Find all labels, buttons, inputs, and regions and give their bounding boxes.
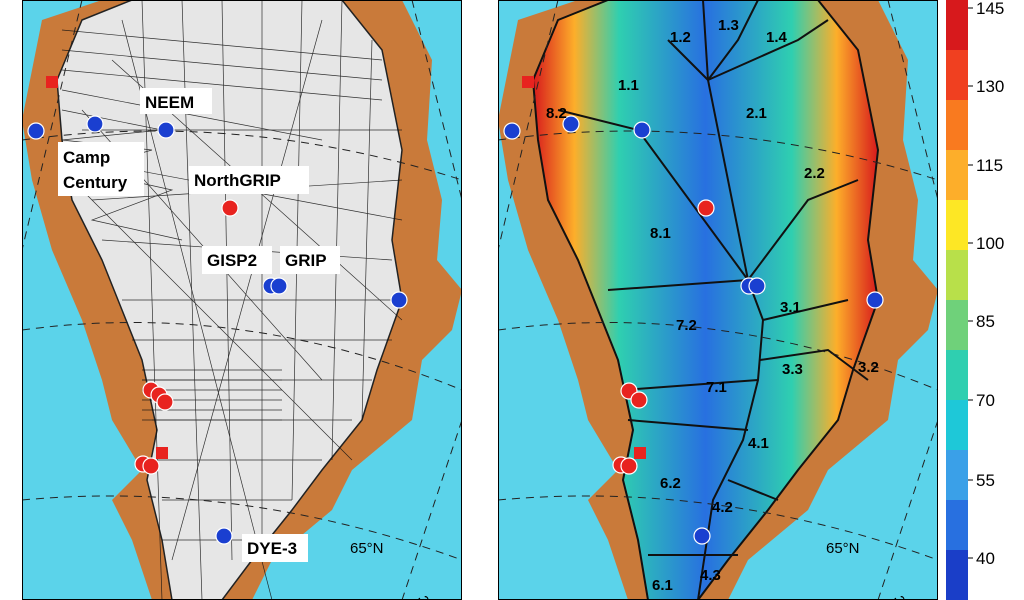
- site-northgrip: [697, 199, 715, 217]
- latitude-label: 65°N: [350, 540, 384, 557]
- colorbar-block: [946, 350, 968, 401]
- site-square-south: [156, 447, 168, 459]
- site-markers: [27, 76, 408, 545]
- colorbar-block: [946, 100, 968, 151]
- site-blue-1: [503, 122, 521, 140]
- site-dye3: [215, 527, 233, 545]
- site-northgrip: [221, 199, 239, 217]
- northgrip-label: NorthGRIP: [194, 171, 281, 190]
- colorbar-tick-label: 100: [976, 234, 1004, 253]
- region-4-1: 4.1: [748, 435, 769, 452]
- colorbar-blocks: [946, 0, 968, 600]
- colorbar-block: [946, 500, 968, 551]
- region-3-1: 3.1: [780, 299, 801, 316]
- site-neem: [633, 121, 651, 139]
- region-1-4: 1.4: [766, 29, 788, 46]
- dye3-label-bg: [242, 534, 308, 562]
- longitude-label: 30: [889, 594, 911, 600]
- region-6-1: 6.1: [652, 577, 673, 594]
- site-red-3: [156, 393, 174, 411]
- colorbar-block: [946, 200, 968, 251]
- region-4-2: 4.2: [712, 499, 733, 516]
- colorbar-tick-label: 145: [976, 0, 1004, 18]
- colorbar-tick-label: 55: [976, 471, 995, 490]
- region-7-1: 7.1: [706, 379, 727, 396]
- ice-velocity-field: [531, 0, 880, 600]
- colorbar-ticks: 145 130 115 100 85 70 55 40: [968, 0, 1004, 568]
- neem-label-bg: [140, 88, 212, 114]
- neem-label: NEEM: [145, 93, 194, 112]
- latitude-label: 65°N: [826, 540, 860, 557]
- camp-century-label-1: Camp: [63, 148, 110, 167]
- grip-label: GRIP: [285, 251, 327, 270]
- grip-label-bg: [280, 246, 340, 274]
- site-east: [866, 291, 884, 309]
- region-3-3: 3.3: [782, 361, 803, 378]
- site-square-north: [46, 76, 58, 88]
- colorbar-tick-label: 85: [976, 312, 995, 331]
- site-camp-century: [86, 115, 104, 133]
- right-map-panel: 1.1 1.2 1.3 1.4 2.1 2.2 3.1 3.2 3.3 4.1 …: [498, 0, 938, 600]
- colorbar-block: [946, 450, 968, 501]
- colorbar-block: [946, 400, 968, 451]
- site-red-2: [630, 391, 648, 409]
- site-grip: [270, 277, 288, 295]
- left-map-svg: NEEM Camp Century NorthGRIP GISP2 GRIP D…: [22, 0, 462, 600]
- colorbar-tick-label: 115: [976, 156, 1003, 175]
- region-2-1: 2.1: [746, 105, 767, 122]
- northgrip-label-bg: [189, 166, 309, 194]
- gisp2-label: GISP2: [207, 251, 257, 270]
- colorbar-block: [946, 0, 968, 51]
- site-red-4: [620, 457, 638, 475]
- site-markers: [503, 76, 884, 545]
- colorbar-block: [946, 300, 968, 351]
- longitude-label: 30: [413, 594, 435, 600]
- drainage-divides: [557, 0, 869, 600]
- colorbar-block: [946, 250, 968, 301]
- region-2-2: 2.2: [804, 165, 825, 182]
- region-1-3: 1.3: [718, 17, 739, 34]
- colorbar-tick-label: 70: [976, 391, 995, 410]
- colorbar-block: [946, 550, 968, 600]
- right-map-svg: 1.1 1.2 1.3 1.4 2.1 2.2 3.1 3.2 3.3 4.1 …: [498, 0, 938, 600]
- graticule: [498, 0, 938, 600]
- camp-century-label-bg: [58, 142, 144, 196]
- site-dye3: [693, 527, 711, 545]
- left-map-panel: NEEM Camp Century NorthGRIP GISP2 GRIP D…: [22, 0, 462, 600]
- colorbar-block: [946, 150, 968, 201]
- dye3-label: DYE-3: [247, 539, 297, 558]
- site-neem: [157, 121, 175, 139]
- region-6-2: 6.2: [660, 475, 681, 492]
- site-east: [390, 291, 408, 309]
- colorbar: 145 130 115 100 85 70 55 40: [946, 0, 1024, 600]
- region-4-3: 4.3: [700, 567, 721, 584]
- region-8-2: 8.2: [546, 105, 567, 122]
- camp-century-label-2: Century: [63, 173, 128, 192]
- colorbar-tick-label: 130: [976, 77, 1004, 96]
- gisp2-label-bg: [202, 246, 272, 274]
- site-red-5: [142, 457, 160, 475]
- site-camp-century: [562, 115, 580, 133]
- colorbar-tick-label: 40: [976, 549, 995, 568]
- region-7-2: 7.2: [676, 317, 697, 334]
- site-square-north: [522, 76, 534, 88]
- graticule: [22, 0, 462, 600]
- colorbar-svg: 145 130 115 100 85 70 55 40: [946, 0, 1004, 600]
- site-blue-1: [27, 122, 45, 140]
- site-grip: [748, 277, 766, 295]
- region-3-2: 3.2: [858, 359, 879, 376]
- region-8-1: 8.1: [650, 225, 671, 242]
- colorbar-block: [946, 50, 968, 101]
- region-1-1: 1.1: [618, 77, 639, 94]
- site-square-south: [634, 447, 646, 459]
- region-1-2: 1.2: [670, 29, 691, 46]
